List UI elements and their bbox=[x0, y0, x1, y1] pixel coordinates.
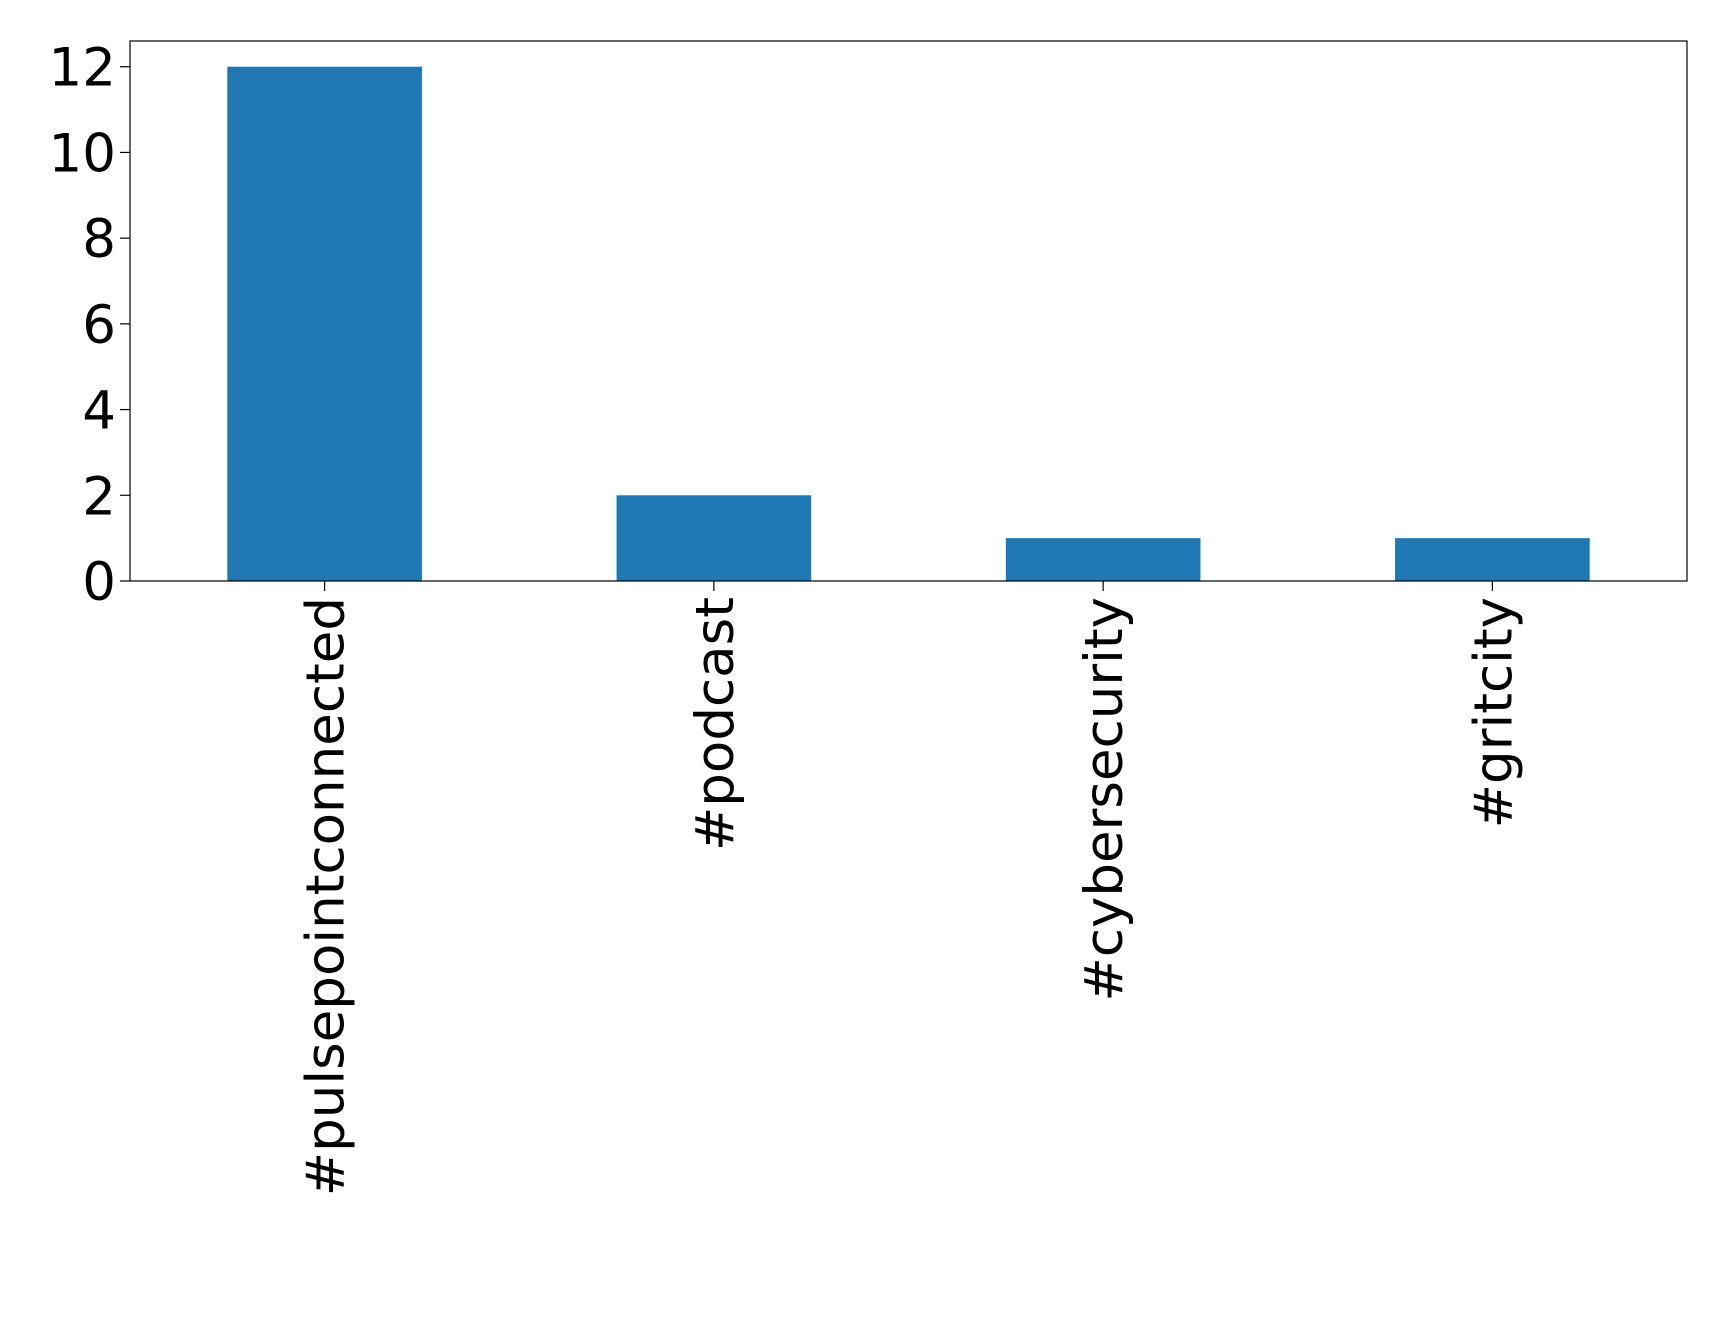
bar bbox=[1005, 538, 1201, 581]
x-tick-label: #podcast bbox=[685, 597, 746, 851]
y-tick-label: 2 bbox=[82, 466, 116, 527]
y-tick-label: 0 bbox=[82, 552, 116, 613]
plot-frame bbox=[129, 40, 1688, 582]
bar bbox=[227, 66, 422, 581]
x-tick-label: #pulsepointconnected bbox=[296, 597, 357, 1196]
y-tick-label: 12 bbox=[49, 38, 116, 99]
y-tick-label: 10 bbox=[49, 123, 116, 184]
bar bbox=[1395, 538, 1590, 581]
x-tick-label: #cybersecurity bbox=[1074, 597, 1135, 1002]
y-tick-label: 8 bbox=[82, 209, 116, 270]
x-tick-label: #gritcity bbox=[1463, 597, 1524, 828]
bar bbox=[616, 495, 812, 581]
y-tick-label: 6 bbox=[82, 295, 116, 356]
y-tick-label: 4 bbox=[82, 381, 116, 442]
